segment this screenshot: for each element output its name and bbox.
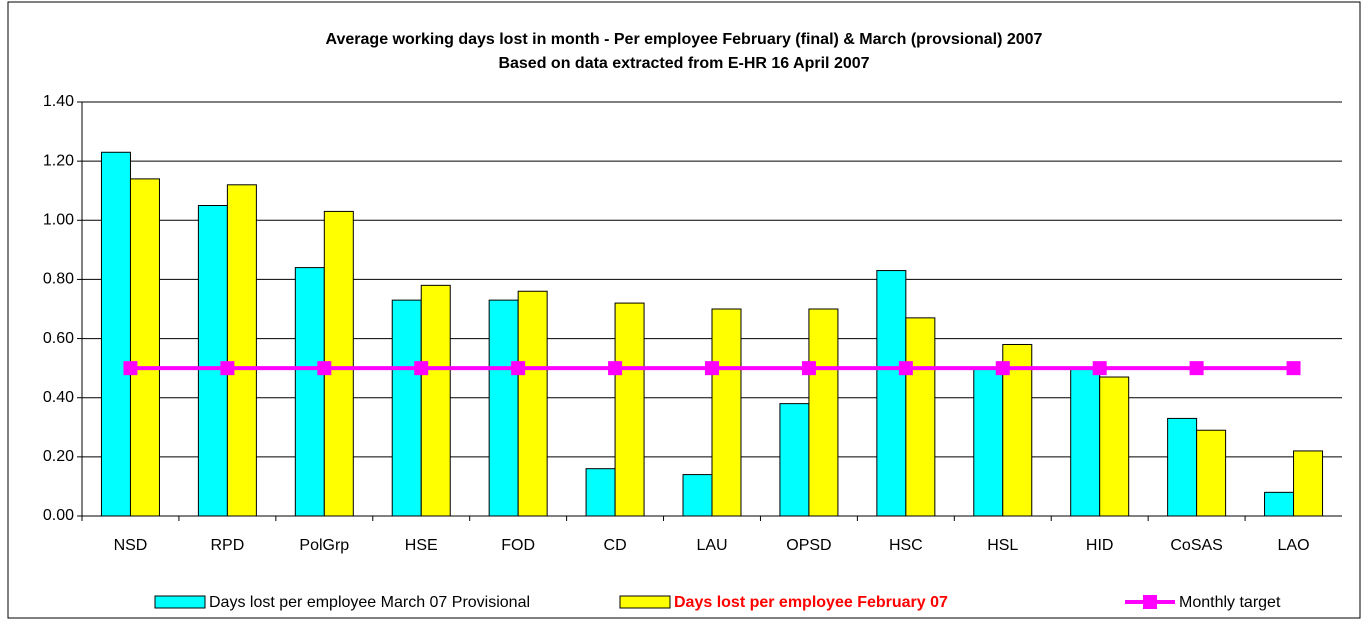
x-tick-label: HID <box>1086 537 1114 554</box>
target-marker <box>1092 361 1107 376</box>
bar <box>517 290 548 517</box>
bar <box>1264 491 1295 517</box>
y-tick-label: 0.40 <box>43 389 74 406</box>
target-marker <box>705 361 719 376</box>
y-tick-label: 0.00 <box>43 507 74 524</box>
target-marker <box>511 361 526 376</box>
x-tick-label: HSL <box>987 537 1018 554</box>
x-tick-label: HSE <box>405 537 438 554</box>
bar <box>1099 376 1130 517</box>
x-tick-label: LAU <box>696 537 727 554</box>
bar <box>197 205 228 517</box>
legend-label: Monthly target <box>1179 594 1281 611</box>
bar <box>1167 417 1198 517</box>
target-marker <box>220 361 235 376</box>
chart-title: Average working days lost in month - Per… <box>326 31 1043 48</box>
bar <box>1196 429 1227 517</box>
bar <box>391 299 422 517</box>
legend-label: Days lost per employee March 07 Provisio… <box>209 594 530 611</box>
y-tick-label: 1.20 <box>43 152 74 169</box>
bar <box>905 317 936 517</box>
bar <box>129 178 160 517</box>
legend-label: Days lost per employee February 07 <box>674 594 948 611</box>
bar <box>1070 367 1101 517</box>
x-tick-label: HSC <box>889 537 923 554</box>
x-tick-label: OPSD <box>786 537 831 554</box>
target-marker <box>801 361 816 376</box>
bar <box>488 299 519 517</box>
bar <box>876 270 907 517</box>
x-tick-label: FOD <box>501 537 535 554</box>
y-tick-label: 1.40 <box>43 93 74 110</box>
bar <box>585 468 616 517</box>
x-tick-label: RPD <box>210 537 244 554</box>
target-marker <box>1286 361 1301 376</box>
y-tick-label: 0.80 <box>43 271 74 288</box>
target-marker <box>608 361 623 376</box>
target-marker <box>898 361 913 376</box>
legend-swatch <box>619 595 671 609</box>
bar <box>808 308 839 517</box>
y-tick-label: 0.60 <box>43 330 74 347</box>
y-tick-label: 0.20 <box>43 448 74 465</box>
bar <box>614 302 645 517</box>
x-tick-label: CD <box>604 537 627 554</box>
bar <box>682 474 713 517</box>
bar <box>100 151 131 517</box>
target-marker <box>317 361 332 376</box>
bar <box>973 367 1004 517</box>
legend-swatch <box>154 595 206 609</box>
bar <box>294 267 325 517</box>
legend-swatch <box>1143 595 1157 609</box>
bar <box>1293 450 1324 517</box>
x-tick-label: PolGrp <box>299 537 349 554</box>
target-marker <box>414 361 429 376</box>
target-marker <box>1189 361 1204 376</box>
x-tick-label: NSD <box>114 537 148 554</box>
bar <box>779 403 810 517</box>
bar <box>711 308 742 517</box>
x-tick-label: LAO <box>1278 537 1310 554</box>
y-tick-label: 1.00 <box>43 212 74 229</box>
target-marker <box>123 361 138 376</box>
chart-subtitle: Based on data extracted from E-HR 16 Apr… <box>498 55 869 72</box>
bar <box>420 284 451 517</box>
bar <box>226 184 257 517</box>
x-tick-label: CoSAS <box>1170 537 1222 554</box>
target-marker <box>995 361 1010 376</box>
